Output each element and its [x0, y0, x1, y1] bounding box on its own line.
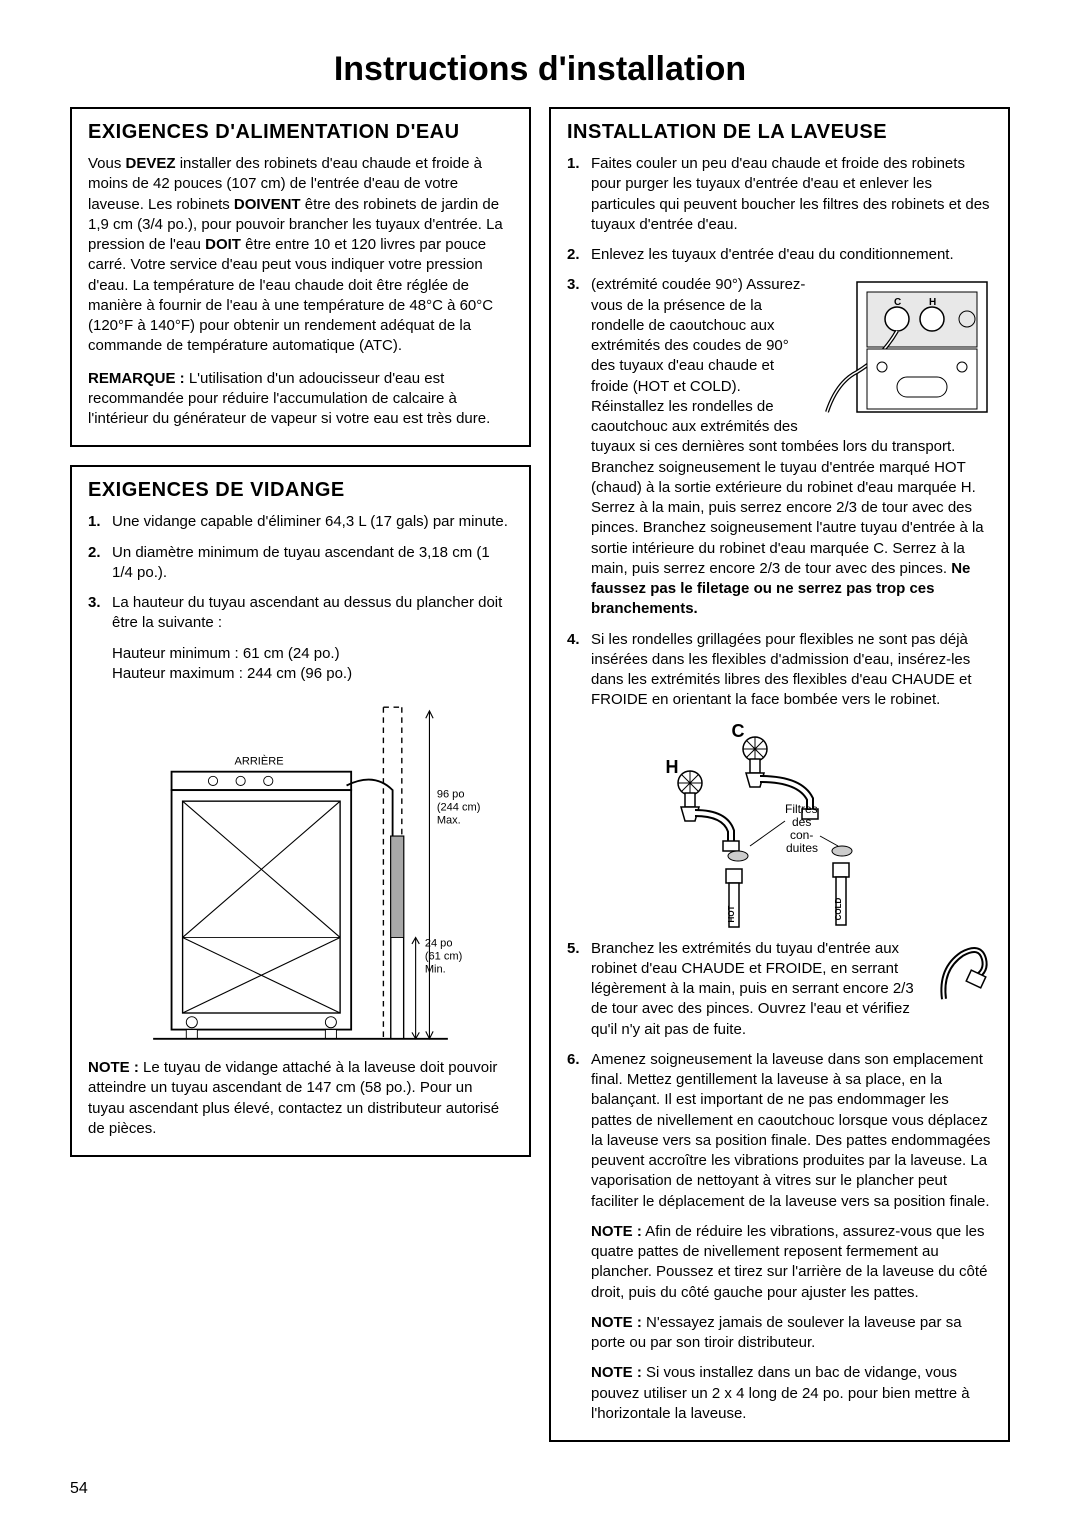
washer-rear-diagram: 96 po (244 cm) Max. 24 po (61 cm) Min. A…: [88, 698, 513, 1048]
page-title: Instructions d'installation: [70, 50, 1010, 89]
washer-svg-icon: 96 po (244 cm) Max. 24 po (61 cm) Min. A…: [88, 698, 513, 1048]
max-label-c: Max.: [437, 814, 461, 826]
install-list: Faites couler un peu d'eau chaude et fro…: [567, 154, 992, 711]
note-label: NOTE :: [88, 1059, 139, 1076]
svg-text:H: H: [929, 297, 936, 308]
filter-label-4: duites: [786, 841, 818, 855]
drain-height-min: Hauteur minimum : 61 cm (24 po.): [88, 644, 513, 664]
water-supply-remarque: REMARQUE : L'utilisation d'un adoucisseu…: [88, 369, 513, 430]
label-c: C: [731, 721, 744, 741]
note2-label: NOTE :: [591, 1314, 642, 1331]
text: Vous: [88, 155, 126, 172]
label-h: H: [665, 757, 678, 777]
drain-list: Une vidange capable d'éliminer 64,3 L (1…: [88, 512, 513, 633]
filter-label-3: con-: [790, 828, 813, 842]
cold-label: COLD: [834, 897, 843, 920]
install-item-3: C H (extrémité coudée 90°) Assurez-vous …: [567, 275, 992, 619]
filter-label-2: des: [792, 815, 811, 829]
drain-height-max: Hauteur maximum : 244 cm (96 po.): [88, 664, 513, 684]
right-column: INSTALLATION DE LA LAVEUSE Faites couler…: [549, 107, 1010, 1460]
drain-heading: EXIGENCES DE VIDANGE: [88, 479, 513, 502]
text: être entre 10 et 120 livres par pouce ca…: [88, 236, 493, 354]
text-bold: DOIT: [205, 236, 241, 253]
hot-label: HOT: [727, 905, 736, 922]
note-text: Le tuyau de vidange attaché à la laveuse…: [88, 1059, 499, 1137]
item5-text: Branchez les extrémités du tuyau d'entré…: [591, 940, 914, 1038]
drain-item-1: Une vidange capable d'éliminer 64,3 L (1…: [88, 512, 513, 532]
water-supply-heading: EXIGENCES D'ALIMENTATION D'EAU: [88, 121, 513, 144]
hose-end-icon: [932, 939, 992, 1009]
text-bold: DOIVENT: [234, 196, 301, 213]
min-label-c: Min.: [425, 963, 446, 975]
note3-text: Si vous installez dans un bac de vidange…: [591, 1364, 970, 1422]
install-note-1: NOTE : Afin de réduire les vibrations, a…: [567, 1222, 992, 1303]
install-item-4: Si les rondelles grillagées pour flexibl…: [567, 630, 992, 711]
drain-section: EXIGENCES DE VIDANGE Une vidange capable…: [70, 465, 531, 1157]
min-label-a: 24 po: [425, 938, 453, 950]
note3-label: NOTE :: [591, 1364, 642, 1381]
install-list-2: Branchez les extrémités du tuyau d'entré…: [567, 939, 992, 1212]
drain-note: NOTE : Le tuyau de vidange attaché à la …: [88, 1058, 513, 1139]
faucet-svg-icon: C H: [620, 721, 940, 931]
install-item-2: Enlevez les tuyaux d'entrée d'eau du con…: [567, 245, 992, 265]
note2-text: N'essayez jamais de soulever la laveuse …: [591, 1314, 962, 1351]
install-note-3: NOTE : Si vous installez dans un bac de …: [567, 1363, 992, 1424]
faucet-diagram: C H: [567, 721, 992, 931]
max-label-b: (244 cm): [437, 801, 481, 813]
max-label-a: 96 po: [437, 788, 465, 800]
note1-label: NOTE :: [591, 1223, 642, 1240]
svg-text:C: C: [894, 297, 901, 308]
text-bold: DEVEZ: [126, 155, 176, 172]
drain-item-2: Un diamètre minimum de tuyau ascendant d…: [88, 543, 513, 584]
install-heading: INSTALLATION DE LA LAVEUSE: [567, 121, 992, 144]
min-label-b: (61 cm): [425, 951, 462, 963]
rear-label: ARRIÈRE: [234, 754, 283, 767]
hose-connection-icon: C H: [822, 277, 992, 417]
install-section: INSTALLATION DE LA LAVEUSE Faites couler…: [549, 107, 1010, 1442]
water-supply-section: EXIGENCES D'ALIMENTATION D'EAU Vous DEVE…: [70, 107, 531, 447]
filter-label-1: Filtres: [785, 802, 818, 816]
note1-text: Afin de réduire les vibrations, assurez-…: [591, 1223, 987, 1301]
left-column: EXIGENCES D'ALIMENTATION D'EAU Vous DEVE…: [70, 107, 531, 1175]
content-columns: EXIGENCES D'ALIMENTATION D'EAU Vous DEVE…: [70, 107, 1010, 1460]
install-item-6: Amenez soigneusement la laveuse dans son…: [567, 1050, 992, 1212]
install-item-1: Faites couler un peu d'eau chaude et fro…: [567, 154, 992, 235]
water-supply-para1: Vous DEVEZ installer des robinets d'eau …: [88, 154, 513, 357]
drain-item-3: La hauteur du tuyau ascendant au dessus …: [88, 593, 513, 634]
install-item-5: Branchez les extrémités du tuyau d'entré…: [567, 939, 992, 1040]
install-note-2: NOTE : N'essayez jamais de soulever la l…: [567, 1313, 992, 1354]
page-number: 54: [70, 1480, 1010, 1498]
remarque-label: REMARQUE :: [88, 370, 185, 387]
